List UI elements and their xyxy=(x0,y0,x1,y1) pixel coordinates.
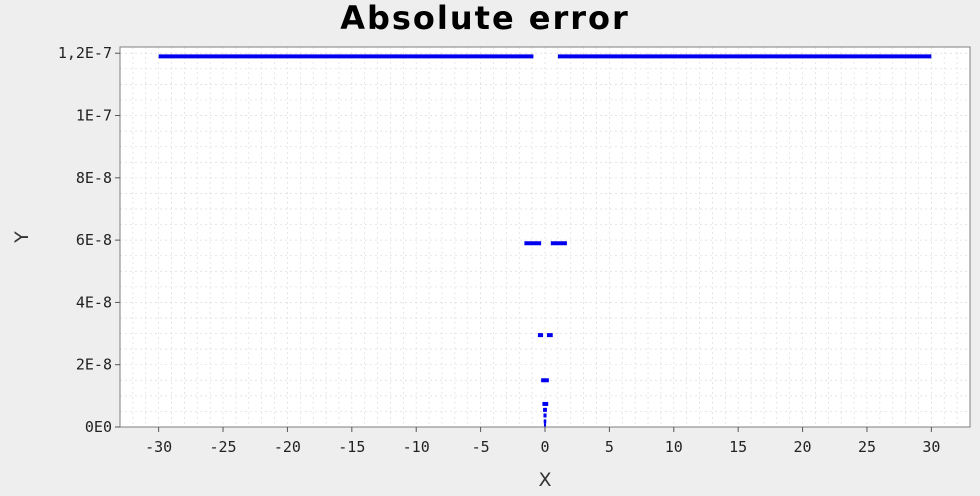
x-tick-label: -20 xyxy=(274,438,301,456)
x-tick-label: 5 xyxy=(605,438,614,456)
x-tick-label: -15 xyxy=(338,438,365,456)
x-axis-label: X xyxy=(538,469,551,491)
grid-lines xyxy=(119,47,971,428)
y-tick-label: 1,2E-7 xyxy=(58,44,112,62)
x-tick-label: 10 xyxy=(665,438,683,456)
x-tick-label: 0 xyxy=(540,438,549,456)
x-tick-label: -30 xyxy=(145,438,172,456)
x-tick-label: 20 xyxy=(794,438,812,456)
chart-title: Absolute error xyxy=(340,0,630,37)
y-tick-label: 0E0 xyxy=(85,418,112,436)
axes: -30 -25 -20 -15 -10 -5 0 5 10 15 20 25 30 0E0 2E-8 4E-8… xyxy=(58,44,971,456)
x-tick-label: -5 xyxy=(472,438,490,456)
x-tick-label: 15 xyxy=(729,438,747,456)
x-tick-label: -25 xyxy=(209,438,236,456)
x-tick-label: -10 xyxy=(403,438,430,456)
y-tick-label: 6E-8 xyxy=(76,231,112,249)
x-tick-label: 30 xyxy=(922,438,940,456)
y-tick-label: 4E-8 xyxy=(76,293,112,311)
y-tick-label: 8E-8 xyxy=(76,169,112,187)
x-tick-label: 25 xyxy=(858,438,876,456)
y-tick-label: 2E-8 xyxy=(76,356,112,374)
y-axis-label: Y xyxy=(11,231,33,244)
data-series xyxy=(158,54,932,428)
y-tick-label: 1E-7 xyxy=(76,107,112,125)
